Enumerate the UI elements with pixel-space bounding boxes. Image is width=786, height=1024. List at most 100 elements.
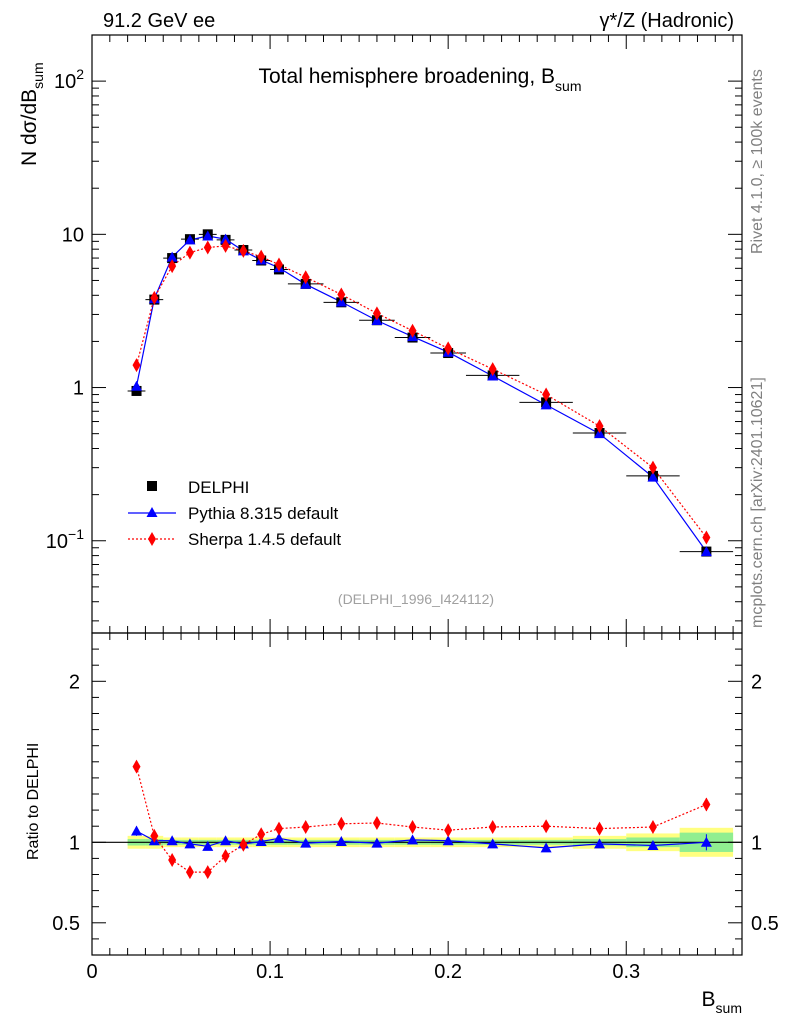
main-point-pythia: [700, 546, 712, 557]
ratio-point-sherpa: [203, 865, 212, 880]
legend-marker-delphi: [147, 481, 157, 491]
main-y-tick-label: 10−1: [46, 526, 84, 553]
analysis-id: (DELPHI_1996_I424112): [338, 591, 494, 607]
ratio-point-sherpa: [648, 820, 657, 835]
x-tick-label: 0.1: [256, 961, 284, 983]
main-point-sherpa: [337, 287, 346, 302]
main-point-delphi: [131, 385, 142, 396]
x-axis-label: Bsum: [702, 988, 742, 1016]
main-point-sherpa: [408, 323, 417, 338]
ratio-panel: 2 2 1 1 0.5 0.5 0 0.1 0.2 0.3 Ratio to DELPHI Bs…: [25, 632, 779, 1016]
ratio-point-pythia: [184, 838, 196, 849]
energy-label: 91.2 GeV ee: [103, 10, 215, 32]
ratio-point-sherpa: [221, 848, 230, 863]
legend-label-pythia: Pythia 8.315 default: [188, 504, 339, 523]
ratio-y-tick-label-left: 1: [69, 832, 80, 854]
main-point-sherpa: [257, 249, 266, 264]
ratio-y-tick-label-right: 1: [751, 832, 762, 854]
main-point-pythia: [220, 233, 232, 244]
ratio-point-pythia: [166, 835, 178, 846]
main-point-sherpa: [150, 290, 159, 305]
ratio-point-pythia: [335, 835, 347, 846]
main-point-pythia: [202, 230, 214, 241]
ratio-point-pythia: [647, 840, 659, 851]
main-y-tick-label: 1: [73, 378, 84, 400]
ratio-point-sherpa: [408, 820, 417, 835]
main-point-sherpa: [301, 270, 310, 285]
x-tick-label: 0: [86, 961, 97, 983]
ratio-point-pythia: [273, 832, 285, 843]
main-point-sherpa: [185, 245, 194, 260]
x-tick-label: 0.3: [612, 961, 640, 983]
main-point-sherpa: [444, 341, 453, 356]
main-point-pythia: [166, 251, 178, 262]
main-point-pythia: [131, 380, 143, 391]
main-y-axis: 102 10 1 10−1: [46, 34, 742, 622]
ratio-point-sherpa: [185, 865, 194, 880]
legend-label-sherpa: Sherpa 1.4.5 default: [188, 530, 341, 549]
ratio-point-sherpa: [595, 821, 604, 836]
main-point-sherpa: [542, 387, 551, 402]
ratio-point-pythia: [300, 837, 312, 848]
main-point-pythia: [184, 234, 196, 245]
main-point-sherpa: [372, 306, 381, 321]
x-tick-label: 0.2: [434, 961, 462, 983]
ratio-point-pythia: [594, 838, 606, 849]
main-point-pythia: [594, 428, 606, 439]
ratio-point-pythia: [371, 837, 383, 848]
ratio-point-sherpa: [542, 819, 551, 834]
process-label: γ*/Z (Hadronic): [600, 10, 734, 32]
main-point-sherpa: [274, 257, 283, 272]
ratio-y-axis-label: Ratio to DELPHI: [25, 743, 42, 860]
main-x-ticks: [91, 35, 734, 633]
ratio-point-sherpa: [150, 828, 159, 843]
ratio-y-axis: 2 2 1 1 0.5 0.5: [52, 648, 779, 940]
main-panel: 102 10 1 10−1 Total hemisphere broadening, …: [18, 34, 743, 634]
legend: DELPHI Pythia 8.315 default Sherpa 1.4.5…: [128, 478, 341, 549]
main-point-sherpa: [221, 238, 230, 253]
ratio-point-pythia: [220, 835, 232, 846]
ratio-plot-area: [92, 759, 742, 880]
main-point-sherpa: [648, 460, 657, 475]
ratio-point-sherpa: [132, 759, 141, 774]
ratio-point-pythia: [407, 834, 419, 845]
rivet-version-label: Rivet 4.1.0, ≥ 100k events: [749, 69, 766, 254]
main-point-pythia: [647, 471, 659, 482]
main-y-tick-label: 102: [54, 66, 84, 93]
ratio-y-tick-label-right: 2: [751, 671, 762, 693]
ratio-y-tick-label-left: 2: [69, 671, 80, 693]
ratio-point-sherpa: [257, 827, 266, 842]
ratio-point-sherpa: [337, 816, 346, 831]
main-point-sherpa: [203, 240, 212, 255]
ratio-point-pythia: [202, 840, 214, 851]
ratio-point-sherpa: [301, 820, 310, 835]
ratio-point-sherpa: [488, 820, 497, 835]
ratio-point-pythia: [700, 836, 712, 847]
main-point-pythia: [540, 399, 552, 410]
ratio-point-sherpa: [372, 815, 381, 830]
main-y-axis-label: N dσ/dBsum: [18, 62, 46, 166]
main-point-sherpa: [488, 362, 497, 377]
main-point-sherpa: [168, 259, 177, 274]
legend-marker-sherpa: [148, 532, 156, 546]
main-point-sherpa: [702, 530, 711, 545]
ratio-point-sherpa: [168, 853, 177, 868]
ratio-point-pythia: [131, 825, 143, 836]
legend-marker-pythia: [146, 507, 158, 517]
ratio-y-tick-label-right: 0.5: [751, 913, 779, 935]
ratio-frame: [91, 632, 743, 956]
ratio-point-pythia: [487, 838, 499, 849]
ratio-point-sherpa: [274, 821, 283, 836]
main-point-sherpa: [595, 419, 604, 434]
ratio-point-sherpa: [239, 837, 248, 852]
ratio-point-sherpa: [444, 823, 453, 838]
main-point-sherpa: [132, 358, 141, 373]
main-plot-area: [127, 229, 734, 557]
source-label: mcplots.cern.ch [arXiv:2401.10621]: [749, 377, 766, 628]
main-y-tick-label: 10: [62, 224, 84, 246]
main-point-sherpa: [239, 243, 248, 258]
chart-title: Total hemisphere broadening, Bsum: [259, 65, 582, 94]
ratio-x-axis: 0 0.1 0.2 0.3: [86, 633, 734, 983]
ratio-point-pythia: [442, 835, 454, 846]
